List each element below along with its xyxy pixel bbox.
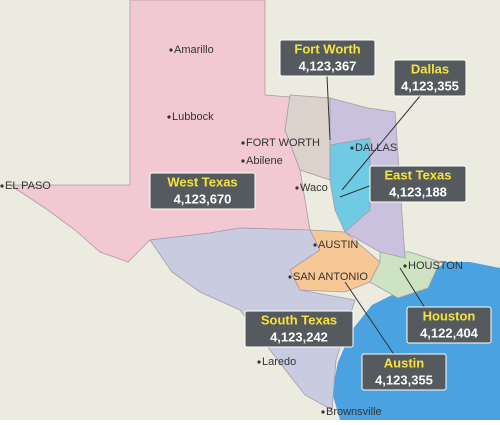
region-population: 4,123,188 <box>389 184 447 199</box>
city-label: Lubbock <box>172 111 214 123</box>
region-name: West Texas <box>167 174 237 189</box>
region-label: Austin 4,123,355 <box>361 353 447 391</box>
label-box <box>406 306 492 344</box>
city-dot <box>313 243 317 247</box>
leader-line <box>399 267 426 309</box>
region-population: 4,123,367 <box>299 58 357 73</box>
city-dot <box>169 48 173 52</box>
city-label: SAN ANTONIO <box>293 271 368 283</box>
label-box <box>149 172 256 210</box>
city-dot <box>241 159 245 163</box>
region-name: East Texas <box>385 167 452 182</box>
city-label: Brownsville <box>326 406 382 418</box>
region-population: 4,123,355 <box>401 78 459 93</box>
city-dot <box>257 360 261 364</box>
region-name: Dallas <box>411 61 449 76</box>
region-label: Fort Worth 4,123,367 <box>279 39 376 77</box>
region-population: 4,123,242 <box>270 329 328 344</box>
city-dot <box>295 186 299 190</box>
region-population: 4,123,355 <box>375 372 433 387</box>
region-austin <box>289 229 381 293</box>
region-label: Dallas 4,123,355 <box>393 59 467 97</box>
leader-line <box>326 75 331 141</box>
city-label: EL PASO <box>5 180 51 192</box>
region-houston <box>369 251 441 299</box>
region-name: Austin <box>384 355 425 370</box>
city-dot <box>241 141 245 145</box>
city-label: Abilene <box>246 155 283 167</box>
leader-line <box>341 95 421 191</box>
city-label: Waco <box>300 182 328 194</box>
city-label: DALLAS <box>355 142 397 154</box>
city-dot <box>350 146 354 150</box>
label-box <box>393 59 467 97</box>
city-label: AUSTIN <box>318 239 358 251</box>
city-label: Laredo <box>262 356 296 368</box>
city-dot <box>288 275 292 279</box>
leader-line <box>344 281 396 357</box>
city-label: HOUSTON <box>408 260 463 272</box>
city-label: Amarillo <box>174 44 214 56</box>
leader-line <box>339 184 373 198</box>
city-dot <box>321 410 325 414</box>
city-dot <box>403 264 407 268</box>
region-label: East Texas 4,123,188 <box>369 165 467 203</box>
region-label: South Texas 4,123,242 <box>244 310 354 348</box>
city-dot <box>167 115 171 119</box>
label-box <box>244 310 354 348</box>
region-label: West Texas 4,123,670 <box>149 172 256 210</box>
label-box <box>369 165 467 203</box>
region-name: Houston <box>423 308 476 323</box>
city-label: FORT WORTH <box>246 137 320 149</box>
region-population: 4,122,404 <box>420 325 479 340</box>
region-label: Houston 4,122,404 <box>406 306 492 344</box>
label-box <box>279 39 376 77</box>
region-name: South Texas <box>261 312 337 327</box>
region-name: Fort Worth <box>294 41 360 56</box>
region-east-texas <box>329 97 406 259</box>
label-box <box>361 353 447 391</box>
region-population: 4,123,670 <box>174 191 232 206</box>
city-dot <box>0 184 4 188</box>
